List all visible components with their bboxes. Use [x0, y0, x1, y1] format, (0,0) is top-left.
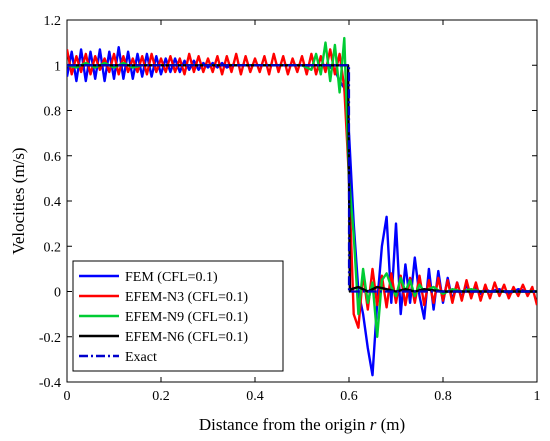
legend: FEM (CFL=0.1) EFEM-N3 (CFL=0.1) EFEM-N9 (C…: [72, 260, 284, 372]
x-axis-label-text: Distance from the origin: [199, 415, 366, 434]
x-tick-label: 0.6: [340, 389, 358, 404]
series-line-5: [67, 64, 537, 293]
x-tick-label: 0.2: [152, 389, 170, 404]
y-tick-label: -0.2: [39, 331, 61, 346]
y-tick-label: 0.2: [44, 240, 62, 255]
x-tick-label: 0.4: [246, 389, 264, 404]
x-axis-label-variable: r: [370, 415, 377, 434]
x-axis-label-unit: (m): [381, 415, 406, 434]
y-tick-label: 1.2: [44, 14, 62, 29]
x-axis-label: Distance from the origin r (m): [199, 415, 405, 434]
y-tick-label: 1: [54, 59, 61, 74]
legend-label: EFEM-N9 (CFL=0.1): [125, 310, 248, 325]
legend-label: Exact: [125, 350, 157, 365]
x-axis-ticks: 0 0.2 0.4 0.6 0.8 1: [64, 20, 541, 404]
y-axis-label: Velocities (m/s): [9, 147, 28, 254]
y-tick-label: 0.8: [44, 105, 62, 120]
x-tick-label: 1: [534, 389, 541, 404]
y-tick-label: 0.4: [44, 195, 62, 210]
series-line-2: [67, 48, 537, 329]
legend-label: FEM (CFL=0.1): [125, 270, 218, 285]
legend-label: EFEM-N3 (CFL=0.1): [125, 290, 248, 305]
y-tick-label: 0: [54, 286, 61, 301]
series-layer: [67, 36, 537, 377]
x-tick-label: 0.8: [434, 389, 452, 404]
x-tick-label: 0: [64, 389, 71, 404]
y-axis-ticks: -0.4 -0.2 0 0.2 0.4 0.6 0.8 1 1.2: [39, 14, 537, 391]
y-tick-label: 0.6: [44, 150, 62, 165]
y-tick-label: -0.4: [39, 376, 61, 391]
legend-label: EFEM-N6 (CFL=0.1): [125, 330, 248, 345]
